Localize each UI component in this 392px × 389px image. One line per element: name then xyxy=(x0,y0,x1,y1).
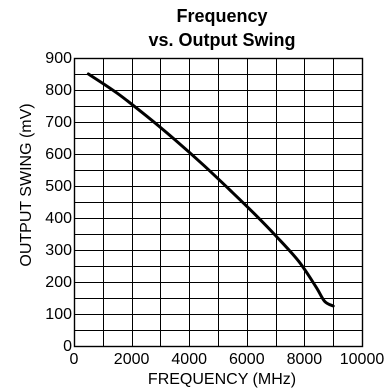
y-axis-label: OUTPUT SWING (mV) xyxy=(18,103,35,266)
chart-title-line-1: Frequency xyxy=(176,6,267,26)
grid xyxy=(73,57,364,348)
x-tick-label: 0 xyxy=(70,351,79,368)
data-series xyxy=(86,72,335,308)
y-tick-label: 400 xyxy=(45,210,72,227)
x-tick-label: 10000 xyxy=(340,351,385,368)
y-tick-label: 900 xyxy=(45,50,72,67)
y-tick-label: 100 xyxy=(45,306,72,323)
y-tick-label: 600 xyxy=(45,146,72,163)
x-tick-label: 4000 xyxy=(171,351,207,368)
chart-title-line-2: vs. Output Swing xyxy=(149,30,296,50)
x-axis-label: FREQUENCY (MHz) xyxy=(148,371,296,388)
y-tick-label: 200 xyxy=(45,274,72,291)
y-tick-label: 500 xyxy=(45,178,72,195)
x-tick-label: 6000 xyxy=(229,351,265,368)
x-tick-label: 2000 xyxy=(114,351,150,368)
series-line xyxy=(86,72,335,308)
y-tick-label: 800 xyxy=(45,82,72,99)
axis-ticks: 0 2000 4000 6000 8000 10000 0 100 200 300 400 500 60… xyxy=(45,50,384,368)
plot-frame xyxy=(73,57,364,348)
y-tick-label: 700 xyxy=(45,114,72,131)
x-tick-label: 8000 xyxy=(287,351,323,368)
y-tick-label: 300 xyxy=(45,242,72,259)
y-tick-label: 0 xyxy=(63,338,72,355)
